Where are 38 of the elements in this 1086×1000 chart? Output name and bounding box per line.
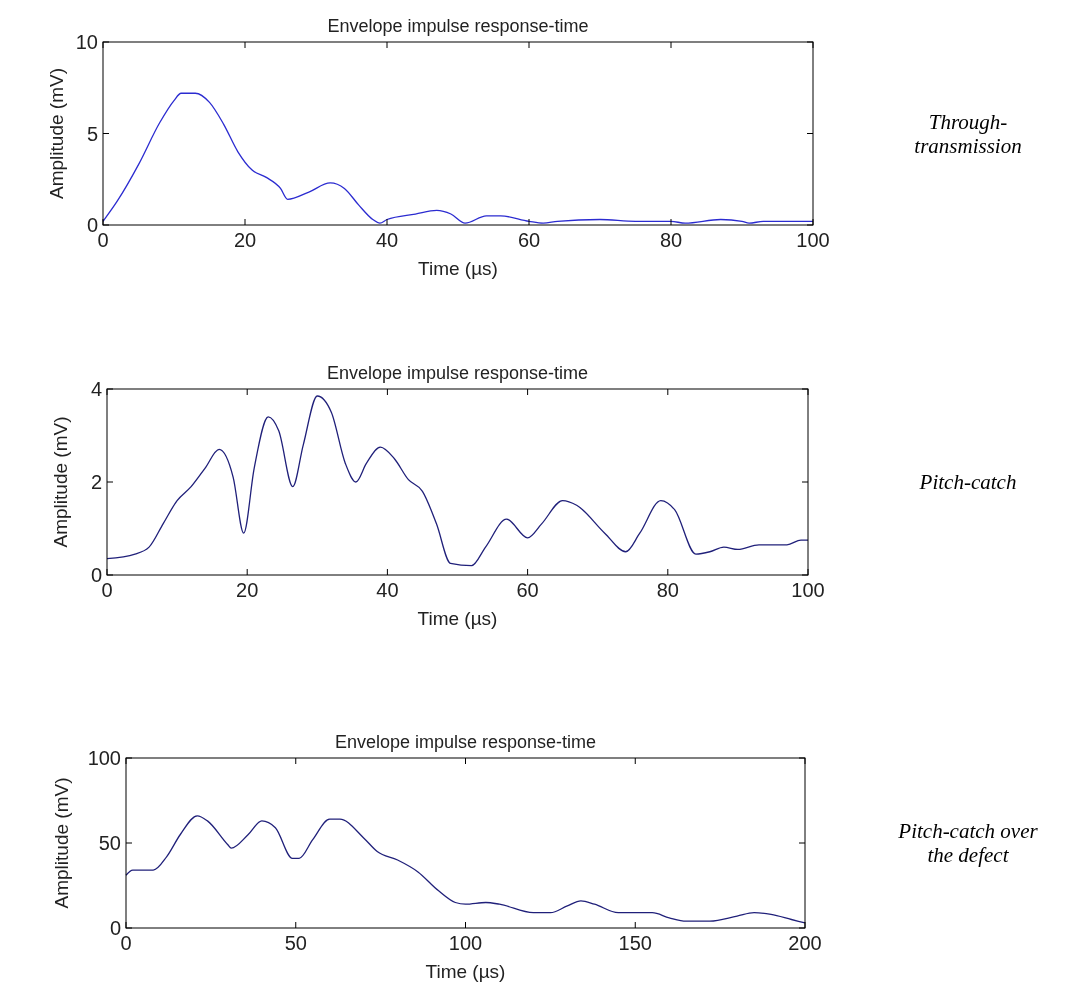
text: Pitch-catch over the defect [897, 819, 1039, 868]
chart-title: Envelope impulse response-time [334, 732, 597, 752]
line-series [125, 815, 806, 924]
x-tick-label: 200 [788, 932, 822, 954]
x-tick-label: 60 [517, 229, 541, 251]
x-tick-label: 80 [659, 229, 683, 251]
y-axis-title: Amplitude (mV) [51, 777, 72, 909]
x-tick-label: 100 [791, 579, 825, 601]
y-tick-label: 2 [90, 471, 102, 493]
x-tick-label: 50 [284, 932, 307, 954]
chart-title: Envelope impulse response-time [326, 363, 589, 383]
y-tick-label: 0 [109, 917, 121, 939]
text: Pitch-catch [918, 470, 1017, 495]
x-tick-label: 150 [618, 932, 652, 954]
x-axis-title: Time (µs) [417, 608, 498, 629]
y-tick-label: 50 [98, 832, 121, 854]
x-tick-label: 100 [796, 229, 830, 251]
x-tick-label: 40 [375, 229, 399, 251]
y-tick-label: 100 [87, 747, 121, 769]
x-tick-label: 60 [516, 579, 539, 601]
x-tick-label: 100 [448, 932, 483, 954]
x-tick-label: 80 [656, 579, 679, 601]
x-axis-title: Time (µs) [418, 258, 498, 279]
x-tick-label: 20 [233, 229, 257, 251]
y-axis-title: Amplitude (mV) [46, 68, 67, 199]
y-tick-label: 10 [75, 31, 98, 53]
x-tick-label: 40 [376, 579, 399, 601]
line-series [102, 92, 814, 224]
x-tick-label: 20 [236, 579, 259, 601]
y-tick-label: 5 [86, 122, 98, 145]
y-tick-label: 0 [90, 564, 102, 586]
y-axis-title: Amplitude (mV) [50, 416, 71, 548]
line-series [106, 395, 809, 567]
x-axis-title: Time (µs) [425, 961, 506, 982]
text: Through-transmission [914, 109, 1022, 158]
y-tick-label: 4 [90, 378, 102, 400]
chart-title: Envelope impulse response-time [327, 16, 589, 36]
y-tick-label: 0 [86, 214, 98, 236]
